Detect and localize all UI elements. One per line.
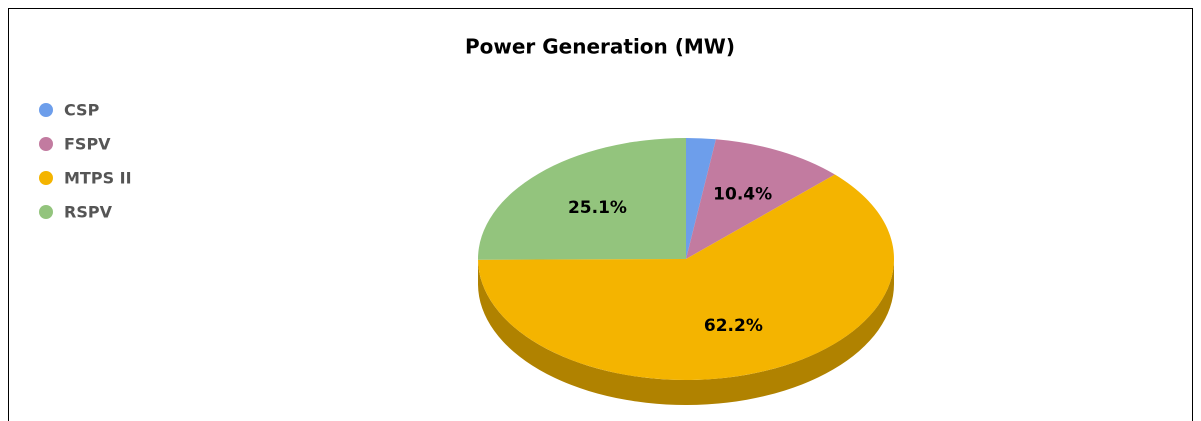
legend-swatch — [39, 205, 53, 219]
pie-slice — [478, 137, 686, 260]
legend-label: RSPV — [64, 203, 113, 222]
legend-label: CSP — [64, 101, 100, 120]
pie-slice-side — [478, 259, 894, 405]
data-label: 25.1% — [568, 198, 627, 218]
pie-slice — [686, 139, 835, 259]
chart-title: Power Generation (MW) — [465, 35, 735, 59]
legend-label: MTPS II — [64, 169, 132, 188]
legend-label: FSPV — [64, 135, 111, 154]
data-label: 10.4% — [713, 184, 772, 204]
legend-swatch — [39, 137, 53, 151]
legend-swatch — [39, 103, 53, 117]
legend-swatch — [39, 171, 53, 185]
pie-slice — [478, 174, 895, 380]
pie-slice — [686, 138, 716, 259]
data-label: 62.2% — [704, 316, 763, 336]
